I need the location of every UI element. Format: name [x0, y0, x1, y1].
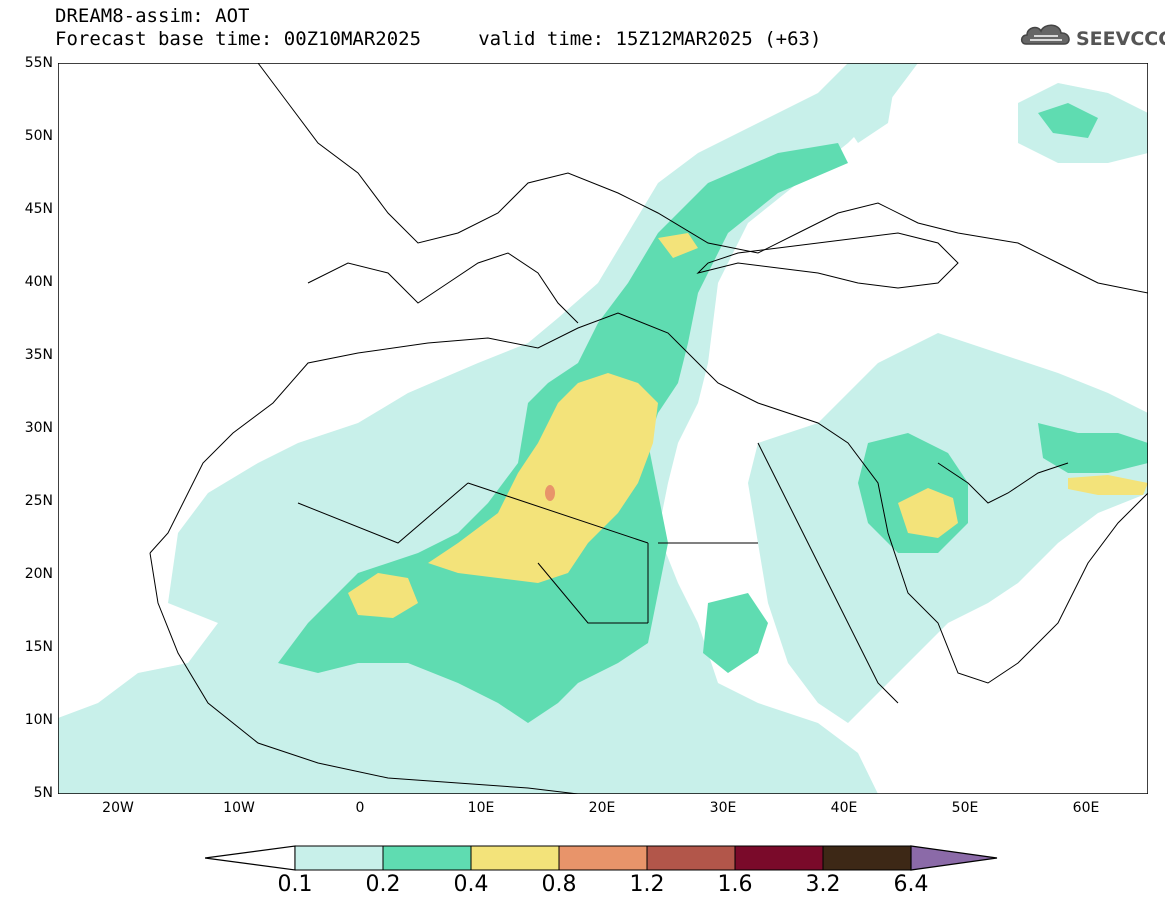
colorbar-swatch-3.2	[822, 845, 912, 871]
cloud-icon	[1020, 24, 1070, 45]
colorbar	[205, 845, 998, 871]
colorbar-label: 0.8	[541, 872, 577, 897]
colorbar-label: 0.1	[277, 872, 313, 897]
lat-label-30n: 30N	[24, 420, 53, 436]
lat-label-45n: 45N	[24, 201, 53, 217]
lat-label-50n: 50N	[24, 128, 53, 144]
aot-map	[58, 63, 1148, 794]
lat-label-25n: 25N	[24, 493, 53, 509]
colorbar-label: 6.4	[893, 872, 929, 897]
coastlines	[149, 63, 1148, 794]
lon-label-10w: 10W	[223, 800, 255, 816]
colorbar-swatch-0.1	[294, 845, 384, 871]
lon-label-50e: 50E	[951, 800, 979, 816]
colorbar-swatch-1.2	[646, 845, 736, 871]
colorbar-label: 1.2	[629, 872, 665, 897]
lat-label-55n: 55N	[24, 55, 53, 71]
colorbar-high-triangle	[910, 845, 998, 871]
colorbar-low-triangle	[205, 845, 296, 871]
logo-text: SEEVCCC	[1076, 28, 1165, 50]
lon-label-40e: 40E	[830, 800, 858, 816]
aot-level-0.8	[545, 485, 555, 501]
colorbar-label: 0.4	[453, 872, 489, 897]
lon-label-20e: 20E	[588, 800, 616, 816]
aot-level-0.4	[348, 233, 1148, 618]
lat-label-15n: 15N	[24, 639, 53, 655]
lon-label-0: 0	[355, 800, 365, 816]
colorbar-swatch-0.2	[382, 845, 472, 871]
colorbar-label: 3.2	[805, 872, 841, 897]
lat-label-5n: 5N	[33, 785, 53, 801]
seevccc-logo: SEEVCCC	[1018, 18, 1165, 58]
lon-label-60e: 60E	[1072, 800, 1100, 816]
lat-label-20n: 20N	[24, 566, 53, 582]
colorbar-swatch-0.4	[470, 845, 560, 871]
lon-label-30e: 30E	[709, 800, 737, 816]
forecast-time-line: Forecast base time: 00Z10MAR2025 valid t…	[55, 28, 822, 50]
lon-label-10e: 10E	[467, 800, 495, 816]
map-title: DREAM8-assim: AOT	[55, 5, 250, 27]
lat-label-10n: 10N	[24, 712, 53, 728]
colorbar-swatch-0.8	[558, 845, 648, 871]
lon-label-20w: 20W	[102, 800, 134, 816]
colorbar-label: 1.6	[717, 872, 753, 897]
colorbar-label: 0.2	[365, 872, 401, 897]
lat-label-35n: 35N	[24, 347, 53, 363]
colorbar-swatch-1.6	[734, 845, 824, 871]
lat-label-40n: 40N	[24, 274, 53, 290]
